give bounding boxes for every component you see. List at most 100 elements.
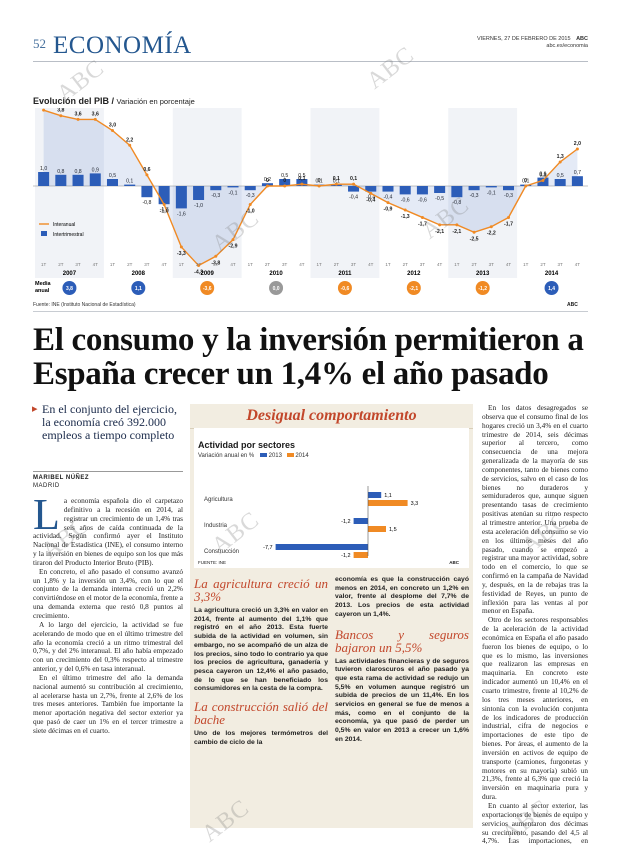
quarter-tick: 4T xyxy=(506,262,512,267)
page-number: 52 xyxy=(33,36,46,51)
sector-chart-credit: ABC xyxy=(449,560,459,565)
subtitle-text: Variación anual en % xyxy=(198,453,255,459)
quarter-tick: 3T xyxy=(282,262,288,267)
line-label: -2,5 xyxy=(470,236,479,242)
bar-label: 0,1 xyxy=(333,179,340,185)
bar-label: -0,5 xyxy=(435,196,444,202)
line-point xyxy=(352,182,356,186)
subheadline: En el conjunto del ejercicio, la economí… xyxy=(32,403,183,442)
quarter-tick: 3T xyxy=(75,262,81,267)
byline: MARIBEL NÚÑEZ MADRID xyxy=(33,471,183,490)
bar-label: 0,1 xyxy=(522,179,529,185)
sector-bar-label: -1,2 xyxy=(341,519,350,525)
line-point xyxy=(59,114,63,118)
bar-label: -0,8 xyxy=(142,200,151,206)
quarter-tick: 2T xyxy=(196,262,202,267)
year-band xyxy=(310,108,380,278)
year-label: 2011 xyxy=(338,271,352,277)
line-label: -2,2 xyxy=(487,231,496,237)
legend-swatch-2013 xyxy=(259,453,267,457)
sector-bar-2013 xyxy=(275,544,368,550)
bar-label: 0,6 xyxy=(539,172,546,178)
year-band xyxy=(35,108,104,278)
quarter-tick: 3T xyxy=(489,262,495,267)
line-label: 2,0 xyxy=(574,141,581,147)
line-point xyxy=(369,191,373,195)
legend-2014: 2014 xyxy=(295,453,309,459)
line-point xyxy=(334,182,338,186)
bar-label: 0,5 xyxy=(298,173,305,179)
line-point xyxy=(524,184,528,188)
bar-intertrimestral xyxy=(399,186,411,195)
article-column-4: En los datos desagregados se observa que… xyxy=(482,403,588,846)
pib-title: Evolución del PIB xyxy=(33,96,110,106)
annual-average-value: -3,6 xyxy=(203,286,212,292)
date-text: VIERNES, 27 DE FEBRERO DE 2015 xyxy=(477,36,571,42)
bar-intertrimestral xyxy=(416,186,428,195)
line-point xyxy=(541,178,545,182)
bar-label: -0,8 xyxy=(452,200,461,206)
quarter-tick: 3T xyxy=(351,262,357,267)
sidebar-column-2: economía es que la construcción cayó men… xyxy=(335,576,469,745)
line-point xyxy=(162,203,166,206)
line-label: 3,8 xyxy=(57,108,64,114)
paragraph: A lo largo del ejercicio, la actividad s… xyxy=(33,619,183,674)
annual-average-badge xyxy=(200,281,215,295)
annual-average-badge xyxy=(475,281,490,295)
sidebar-title: Desigual comportamiento xyxy=(190,404,473,429)
line-label: -3,8 xyxy=(211,260,220,266)
quarter-tick: 4T xyxy=(575,262,581,267)
line-point xyxy=(283,184,287,188)
year-label: 2012 xyxy=(407,271,421,277)
bar-label: -0,4 xyxy=(366,195,375,201)
bar-intertrimestral xyxy=(382,186,394,192)
bar-label: -0,4 xyxy=(349,195,358,201)
bar-intertrimestral xyxy=(451,186,463,198)
quarter-tick: 3T xyxy=(144,262,150,267)
year-label: 2007 xyxy=(63,271,77,277)
annual-average-value: 0,0 xyxy=(273,286,280,292)
bar-intertrimestral xyxy=(468,186,480,191)
line-point xyxy=(145,173,149,177)
annual-average-badge xyxy=(337,281,352,295)
year-label: 2008 xyxy=(132,271,146,277)
bar-label: -0,4 xyxy=(384,195,393,201)
line-point xyxy=(420,215,424,219)
bar-label: -0,3 xyxy=(470,193,479,199)
bar-label: 1,0 xyxy=(40,166,47,172)
line-point xyxy=(93,117,97,121)
line-point xyxy=(455,223,459,227)
bar-intertrimestral xyxy=(554,179,566,186)
line-point xyxy=(558,160,562,164)
pib-chart-title: Evolución del PIB / Variación en porcent… xyxy=(33,96,195,106)
bar-label: 0,8 xyxy=(57,169,64,175)
sector-bar-label: 3,3 xyxy=(411,501,419,507)
category-label: Industria xyxy=(204,523,228,529)
line-label: 3,0 xyxy=(109,123,116,129)
line-point xyxy=(42,108,46,112)
line-label: 0 xyxy=(266,178,269,184)
bar-intertrimestral xyxy=(124,184,136,186)
sidebar-text: Las actividades financieras y de seguros… xyxy=(335,657,469,743)
bar-label: 0,9 xyxy=(92,167,99,173)
bar-label: -0,1 xyxy=(487,190,496,196)
quarter-tick: 2T xyxy=(471,262,477,267)
bar-intertrimestral xyxy=(210,186,222,191)
bar-label: 0,7 xyxy=(574,170,581,176)
paragraph: En concreto, el año pasado el consumo av… xyxy=(33,566,183,620)
pib-chart-source: Fuente: INE (Instituto Nacional de Estad… xyxy=(33,302,136,308)
line-label: -4,3 xyxy=(194,270,203,276)
sector-chart-svg: AgriculturaIndustriaConstrucciónServicio… xyxy=(204,486,419,559)
website-link[interactable]: abc.es/economia xyxy=(546,43,588,49)
sidebar-column-1: La agricultura creció un 3,3% La agricul… xyxy=(194,576,328,747)
line-label: -0,9 xyxy=(384,207,393,213)
quarter-tick: 4T xyxy=(93,262,99,267)
bar-label: -1,0 xyxy=(194,203,203,209)
annual-average-badge xyxy=(131,281,146,295)
sector-bar-2013 xyxy=(368,492,382,498)
line-label: 0,1 xyxy=(298,176,305,182)
paragraph: En los datos desagregados se observa que… xyxy=(482,403,588,616)
line-label: -2,1 xyxy=(435,229,444,235)
bar-intertrimestral xyxy=(141,186,153,198)
